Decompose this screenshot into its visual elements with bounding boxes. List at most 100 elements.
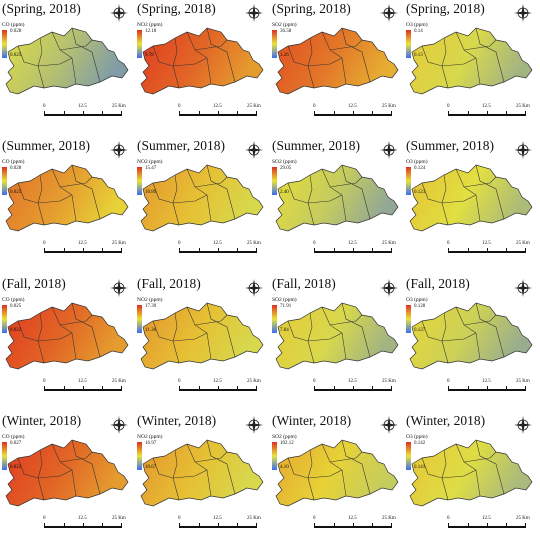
district-boundary <box>441 174 449 226</box>
map-panel: (Winter, 2018) CO (ppm) 0.027 0.023 0 12… <box>0 412 133 548</box>
legend-min: 10.89 <box>145 190 157 195</box>
district-boundary <box>463 39 497 51</box>
legend-max: 17.39 <box>145 304 157 309</box>
district-boundary <box>329 314 363 326</box>
legend-max: 0.124 <box>414 166 426 171</box>
scale-label-mid: 12.5 <box>482 104 491 109</box>
scale-bar: 0 12.5 25 Km <box>310 104 396 128</box>
map-panel: (Summer, 2018) CO (ppm) 0.028 0.025 0 12… <box>0 137 133 273</box>
district-boundary <box>59 451 93 463</box>
scale-label-end: 25 Km <box>112 379 126 384</box>
district-boundary <box>71 27 101 83</box>
scale-bar: 0 12.5 25 Km <box>444 241 530 265</box>
legend-title: CO (ppm) <box>2 434 25 440</box>
map-panel: (Spring, 2018) CO (ppm) 0.028 0.025 0 12… <box>0 0 133 136</box>
district-boundary <box>475 439 505 495</box>
district-boundary <box>441 449 449 501</box>
panel-title: (Summer, 2018) <box>2 138 90 153</box>
scale-label-mid: 12.5 <box>482 516 491 521</box>
panel-title: (Fall, 2018) <box>272 276 336 291</box>
district-boundary <box>287 320 343 342</box>
scale-label-end: 25 Km <box>382 379 396 384</box>
north-arrow-icon <box>110 279 128 297</box>
legend-max: 102.12 <box>280 441 294 446</box>
scale-label-start: 0 <box>43 241 46 246</box>
legend-min: 0.123 <box>414 190 426 195</box>
region-fill <box>275 302 399 370</box>
scale-label-mid: 12.5 <box>213 241 222 246</box>
legend: CO (ppm) 0.027 0.023 <box>2 434 25 470</box>
district-boundary <box>329 451 363 463</box>
legend-title: O3 (ppm) <box>406 297 428 303</box>
district-boundary <box>152 45 208 67</box>
district-boundary <box>341 439 371 495</box>
legend-min: 9.78 <box>145 53 154 58</box>
district-boundary <box>17 457 73 479</box>
legend-min: 7.84 <box>280 328 289 333</box>
north-arrow-icon <box>110 141 128 159</box>
district-boundary <box>341 27 371 83</box>
north-arrow-icon <box>514 4 532 22</box>
legend-title: SO2 (ppm) <box>272 434 297 440</box>
scale-bar: 0 12.5 25 Km <box>40 516 126 540</box>
pollution-map <box>5 27 129 95</box>
district-boundary <box>51 168 77 222</box>
scale-bar: 0 12.5 25 Km <box>175 104 261 128</box>
legend: SO2 (ppm) 71.91 7.84 <box>272 297 297 333</box>
scale-bar: 0 12.5 25 Km <box>310 241 396 265</box>
scale-label-mid: 12.5 <box>348 241 357 246</box>
scale-label-end: 25 Km <box>112 104 126 109</box>
legend: O3 (ppm) 0.124 0.123 <box>406 159 428 195</box>
panel-title: (Spring, 2018) <box>406 1 485 16</box>
legend-title: NO2 (ppm) <box>137 159 163 165</box>
legend: NO2 (ppm) 12.18 9.78 <box>137 22 163 58</box>
scale-label-mid: 12.5 <box>482 241 491 246</box>
scale-label-end: 25 Km <box>516 241 530 246</box>
district-boundary <box>287 457 343 479</box>
district-boundary <box>321 443 347 497</box>
district-boundary <box>441 37 449 89</box>
legend: NO2 (ppm) 16.97 10.67 <box>137 434 163 470</box>
district-boundary <box>37 449 45 501</box>
map-panel: (Fall, 2018) NO2 (ppm) 17.39 11.36 0 12.… <box>135 275 268 411</box>
district-boundary <box>463 314 497 326</box>
legend-color-ramp <box>406 30 411 58</box>
north-arrow-icon <box>514 416 532 434</box>
district-boundary <box>475 302 505 358</box>
district-boundary <box>206 302 236 358</box>
panel-title: (Winter, 2018) <box>2 413 82 428</box>
district-boundary <box>321 306 347 360</box>
district-boundary <box>307 37 315 89</box>
district-boundary <box>329 39 363 51</box>
map-panel: (Summer, 2018) O3 (ppm) 0.124 0.123 0 12… <box>404 137 537 273</box>
district-boundary <box>287 45 343 67</box>
legend-max: 71.91 <box>280 304 292 309</box>
legend-max: 36.58 <box>280 29 292 34</box>
district-boundary <box>59 176 93 188</box>
pollution-map <box>275 27 399 95</box>
district-boundary <box>463 451 497 463</box>
district-boundary <box>186 168 212 222</box>
scale-label-start: 0 <box>447 379 450 384</box>
district-boundary <box>172 174 180 226</box>
legend-color-ramp <box>137 305 142 333</box>
legend-min: 1.26 <box>280 53 289 58</box>
legend-color-ramp <box>272 167 277 195</box>
map-panel: (Winter, 2018) SO2 (ppm) 102.12 4.10 0 1… <box>270 412 403 548</box>
panel-title: (Summer, 2018) <box>272 138 360 153</box>
scale-label-end: 25 Km <box>112 241 126 246</box>
north-arrow-icon <box>245 416 263 434</box>
legend-title: O3 (ppm) <box>406 22 428 28</box>
legend-min: 10.67 <box>145 465 157 470</box>
district-boundary <box>321 168 347 222</box>
region-fill <box>5 27 129 95</box>
map-panel: (Summer, 2018) NO2 (ppm) 15.47 10.89 0 1… <box>135 137 268 273</box>
district-boundary <box>455 168 481 222</box>
scale-label-start: 0 <box>313 241 316 246</box>
legend-max: 16.97 <box>145 441 157 446</box>
district-boundary <box>341 302 371 358</box>
region-fill <box>409 27 533 95</box>
scale-bar: 0 12.5 25 Km <box>40 241 126 265</box>
district-boundary <box>152 457 208 479</box>
panel-title: (Winter, 2018) <box>406 413 486 428</box>
